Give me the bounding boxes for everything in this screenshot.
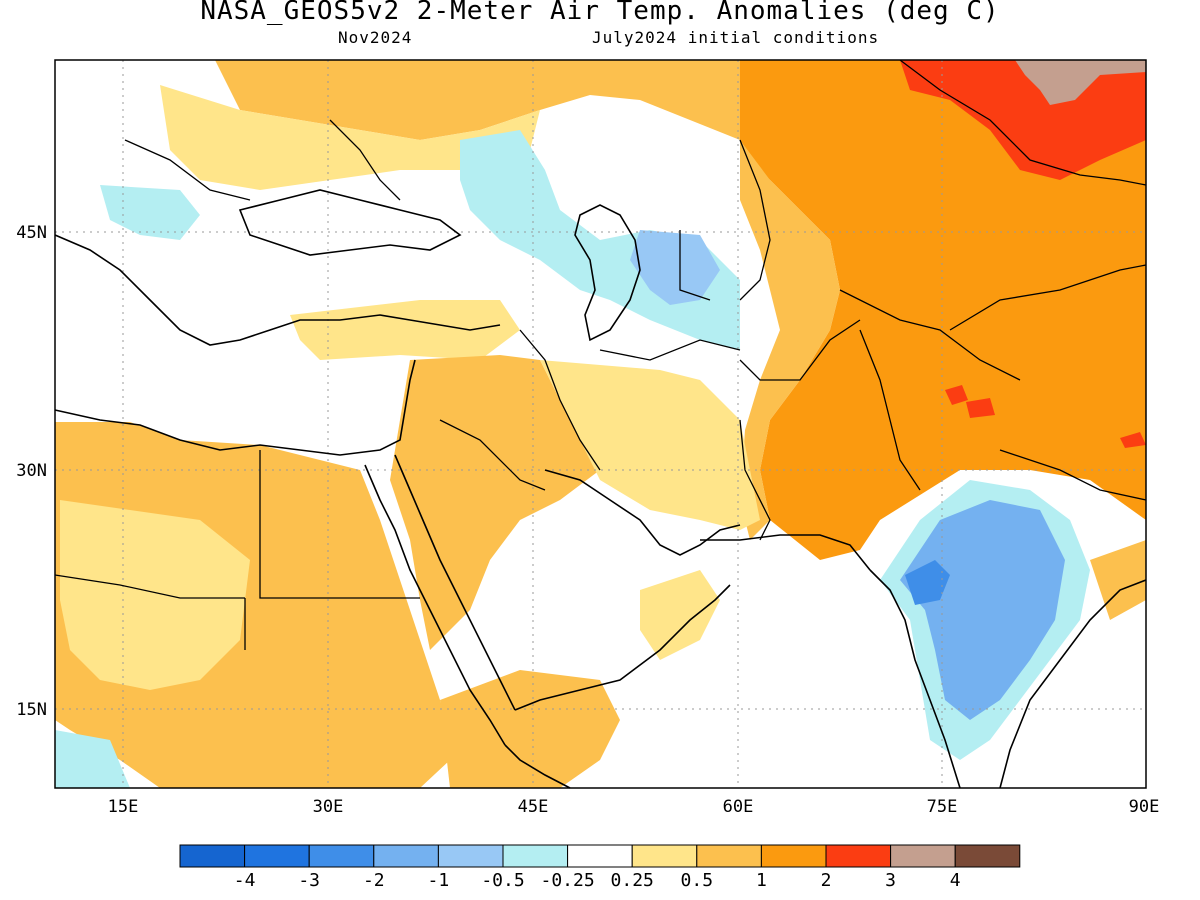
anomaly-region-aral-cool: [630, 230, 720, 305]
colorbar-swatch: [502, 844, 569, 868]
anomaly-region-east-africa-cool: [55, 730, 130, 788]
anomaly-region-india-colder: [905, 560, 950, 605]
lon-tick-label: 15E: [108, 797, 139, 817]
colorbar-swatch: [696, 844, 762, 868]
india-east-coast: [999, 579, 1147, 789]
iran-coast: [700, 534, 871, 571]
anomaly-region-arabia-warm: [390, 355, 600, 650]
anomaly-spot-tibet-1: [966, 398, 995, 418]
colorbar-label: -1: [428, 870, 450, 891]
lat-tick-label: 30N: [16, 461, 47, 481]
anomaly-region-balkan-cool: [100, 185, 200, 240]
plot-frame: [54, 59, 1147, 789]
arabia-south-coast: [514, 584, 731, 711]
lat-tick-label: 45N: [16, 223, 47, 243]
initial-conditions: July2024 initial conditions: [592, 28, 880, 47]
persian-gulf: [544, 469, 741, 556]
lon-tick-label: 90E: [1129, 797, 1160, 817]
colorbar-label: 1: [756, 870, 767, 891]
anomaly-spot-tibet-2: [1120, 432, 1146, 448]
colorbar-swatch: [760, 844, 827, 868]
colorbar-swatch: [244, 844, 310, 868]
black-sea: [238, 189, 462, 256]
colorbar-label: 2: [821, 870, 832, 891]
mediterranean-north-coast: [54, 234, 501, 346]
caspian-sea: [574, 204, 641, 342]
colorbar-label: 0.5: [681, 870, 714, 891]
colorbar-label: 4: [950, 870, 961, 891]
colorbar-label: -3: [298, 870, 320, 891]
colorbar-swatch: [631, 844, 698, 868]
colorbar-label: -0.25: [541, 870, 595, 891]
anomaly-region-red-sea-warm: [440, 670, 620, 788]
coastlines: [54, 189, 1147, 789]
anomaly-region-north-africa-mild: [60, 500, 250, 690]
colorbar-swatch: [308, 844, 375, 868]
colorbar-label: 3: [885, 870, 896, 891]
colorbar-swatch: [437, 844, 504, 868]
colorbar-swatch: [373, 844, 439, 868]
red-sea-east-coast: [394, 454, 516, 711]
mediterranean-south-coast: [54, 359, 416, 456]
colorbar-label: -2: [363, 870, 385, 891]
anomaly-region-siberia-extreme: [1015, 60, 1146, 105]
anomaly-region-north-mild: [160, 85, 540, 190]
forecast-month: Nov2024: [338, 28, 413, 47]
lon-tick-label: 75E: [927, 797, 958, 817]
borders: [54, 59, 1147, 650]
anomaly-field: [55, 60, 1146, 788]
colorbar-swatch: [567, 844, 633, 868]
anomaly-spot-kashmir: [945, 385, 968, 405]
lat-tick-label: 15N: [16, 700, 47, 720]
map-title: NASA_GEOS5v2 2-Meter Air Temp. Anomalies…: [200, 0, 1000, 26]
lon-tick-label: 30E: [313, 797, 344, 817]
india-west-coast: [869, 569, 961, 789]
anomaly-region-iran-mild: [540, 360, 760, 530]
latitude-axis: 45N 30N 15N: [16, 223, 47, 720]
horn-of-africa: [504, 744, 571, 789]
colorbar-swatch: [890, 844, 956, 868]
colorbar-swatch: [825, 844, 892, 868]
colorbar: -4 -3 -2 -1 -0.5 -0.25 0.25 0.5 1 2 3 4: [179, 844, 1021, 891]
colorbar-label: -4: [234, 870, 256, 891]
longitude-axis: 15E 30E 45E 60E 75E 90E: [108, 797, 1160, 817]
graticule: [55, 60, 1146, 788]
colorbar-label: 0.25: [611, 870, 654, 891]
lon-tick-label: 60E: [723, 797, 754, 817]
anomaly-region-central-asia-hot: [740, 60, 1146, 560]
anomaly-region-oman-mild: [640, 570, 720, 660]
colorbar-swatch: [179, 844, 246, 868]
colorbar-label: -0.5: [481, 870, 524, 891]
anomaly-region-india-cold: [900, 500, 1065, 720]
colorbar-swatch: [954, 844, 1021, 868]
red-sea-west-coast: [364, 464, 506, 746]
anomaly-region-north-warm: [215, 60, 740, 140]
anomaly-region-east-warm: [1090, 540, 1146, 620]
lon-tick-label: 45E: [518, 797, 549, 817]
anomaly-region-kazakh-warm: [740, 140, 840, 540]
anomaly-region-anatolia-mild: [290, 300, 520, 360]
